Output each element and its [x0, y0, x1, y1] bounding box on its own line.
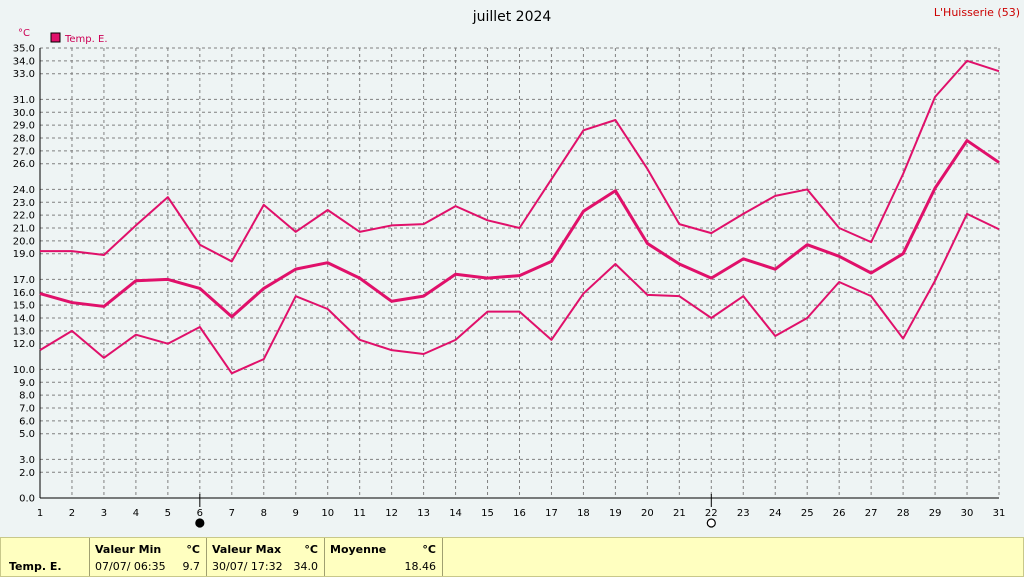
- series-line-mean: [39, 139, 1000, 319]
- y-tick-label: 19.0: [13, 249, 35, 260]
- x-tick-label: 29: [929, 508, 942, 519]
- y-tick-label: 9.0: [19, 378, 35, 389]
- x-tick-label: 4: [133, 508, 139, 519]
- x-tick-label: 25: [801, 508, 814, 519]
- x-tick-label: 10: [321, 508, 334, 519]
- x-tick-label: 7: [229, 508, 235, 519]
- chart-title: juillet 2024: [472, 9, 552, 25]
- chart-grid: [39, 47, 1000, 499]
- x-tick-label: 12: [385, 508, 398, 519]
- x-tick-label: 27: [865, 508, 878, 519]
- stats-mean-value: 18.46: [404, 560, 437, 573]
- chart-markers: [195, 494, 716, 528]
- x-tick-label: 8: [261, 508, 267, 519]
- stats-min-unit: °C: [186, 543, 200, 556]
- y-tick-label: 28.0: [13, 134, 35, 145]
- y-axis-ticks: 0.0 2.0 3.0 5.0 6.07.0 8.0 9.0 10.0 12.0 13.014.0…: [13, 44, 35, 505]
- stats-min-header: Valeur Min: [95, 543, 162, 556]
- x-tick-label: 2: [69, 508, 75, 519]
- y-tick-label: 30.0: [13, 108, 35, 119]
- x-tick-label: 3: [101, 508, 107, 519]
- y-tick-label: 16.0: [13, 288, 35, 299]
- legend-label: Temp. E.: [64, 34, 108, 45]
- y-axis-unit-label: °C: [18, 28, 30, 39]
- x-tick-label: 20: [641, 508, 654, 519]
- temperature-chart: 0.0 2.0 3.0 5.0 6.07.0 8.0 9.0 10.0 12.0 13.014.0…: [13, 6, 1020, 528]
- x-tick-label: 30: [961, 508, 974, 519]
- station-label: L'Huisserie (53): [934, 6, 1020, 19]
- stats-mean-unit: °C: [422, 543, 436, 556]
- x-tick-label: 9: [293, 508, 299, 519]
- x-tick-label: 5: [165, 508, 171, 519]
- y-tick-label: 10.0: [13, 365, 35, 376]
- x-tick-label: 23: [737, 508, 750, 519]
- y-tick-label: 13.0: [13, 326, 35, 337]
- x-tick-label: 15: [481, 508, 494, 519]
- stats-max-cell: Valeur Max °C 30/07/ 17:32 34.0: [206, 538, 325, 576]
- x-tick-label: 18: [577, 508, 590, 519]
- y-tick-label: 14.0: [13, 314, 35, 325]
- stats-max-value: 34.0: [293, 560, 319, 573]
- stats-max-datetime: 30/07/ 17:32: [212, 560, 283, 573]
- stats-mean-cell: Moyenne °C 18.46: [324, 538, 443, 576]
- y-tick-label: 6.0: [19, 416, 35, 427]
- y-tick-label: 33.0: [13, 69, 35, 80]
- x-tick-label: 11: [353, 508, 366, 519]
- x-tick-label: 22: [705, 508, 718, 519]
- y-tick-label: 20.0: [13, 236, 35, 247]
- x-tick-label: 21: [673, 508, 686, 519]
- y-tick-label: 17.0: [13, 275, 35, 286]
- y-tick-label: 7.0: [19, 404, 35, 415]
- legend-swatch: [50, 32, 61, 43]
- chart-series: [39, 59, 1000, 375]
- x-tick-label: 17: [545, 508, 558, 519]
- x-tick-label: 28: [897, 508, 910, 519]
- y-tick-label: 0.0: [19, 494, 35, 505]
- new-moon-icon: [706, 518, 716, 528]
- y-tick-label: 27.0: [13, 146, 35, 157]
- y-tick-label: 23.0: [13, 198, 35, 209]
- y-tick-label: 35.0: [13, 44, 35, 55]
- y-tick-label: 15.0: [13, 301, 35, 312]
- x-tick-label: 1: [37, 508, 43, 519]
- y-tick-label: 31.0: [13, 95, 35, 106]
- y-tick-label: 22.0: [13, 211, 35, 222]
- x-tick-label: 13: [417, 508, 430, 519]
- x-tick-label: 31: [993, 508, 1006, 519]
- y-tick-label: 29.0: [13, 121, 35, 132]
- y-tick-label: 2.0: [19, 468, 35, 479]
- y-tick-label: 26.0: [13, 159, 35, 170]
- x-tick-label: 26: [833, 508, 846, 519]
- series-line-max: [40, 59, 1000, 263]
- stats-min-value: 9.7: [182, 560, 201, 573]
- stats-mean-header: Moyenne: [330, 543, 387, 556]
- y-tick-label: 5.0: [19, 429, 35, 440]
- y-tick-label: 12.0: [13, 339, 35, 350]
- stats-series-cell: Temp. E.: [1, 538, 90, 576]
- full-moon-icon: [195, 518, 205, 528]
- x-tick-label: 19: [609, 508, 622, 519]
- y-tick-label: 3.0: [19, 455, 35, 466]
- stats-max-header: Valeur Max: [212, 543, 282, 556]
- x-tick-label: 6: [197, 508, 203, 519]
- x-axis-ticks: 1 2 3 4 5 6 7 8 9 10 11 12 13 14 15 16 17 18 19 20 21 22 23 24 2…: [37, 508, 1006, 519]
- statistics-panel: Temp. E. Valeur Min °C 07/07/ 06:35 9.7 …: [0, 537, 1024, 577]
- stats-min-datetime: 07/07/ 06:35: [95, 560, 166, 573]
- x-tick-label: 14: [449, 508, 462, 519]
- y-tick-label: 21.0: [13, 224, 35, 235]
- y-tick-label: 34.0: [13, 56, 35, 67]
- stats-series-label: Temp. E.: [9, 560, 62, 573]
- stats-min-cell: Valeur Min °C 07/07/ 06:35 9.7: [89, 538, 207, 576]
- y-tick-label: 24.0: [13, 185, 35, 196]
- x-tick-label: 16: [513, 508, 526, 519]
- x-tick-label: 24: [769, 508, 782, 519]
- y-tick-label: 8.0: [19, 391, 35, 402]
- series-line-min: [39, 212, 1000, 375]
- stats-max-unit: °C: [304, 543, 318, 556]
